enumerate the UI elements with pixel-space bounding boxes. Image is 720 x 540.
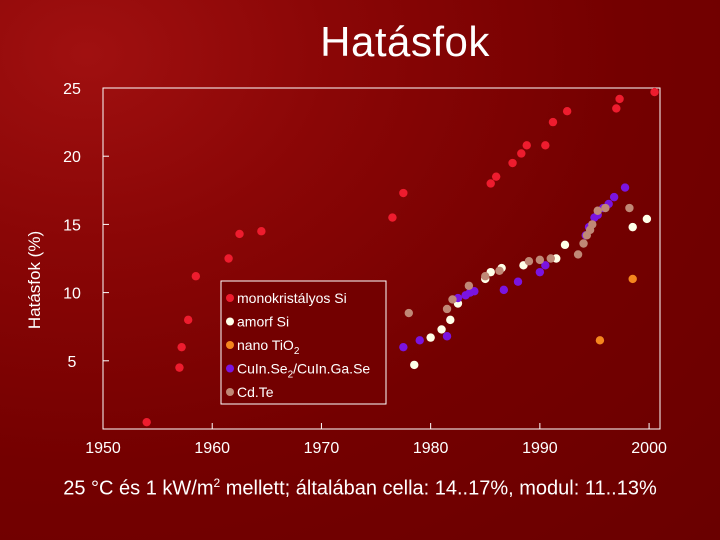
point-0-4 <box>191 272 201 281</box>
point-1-10 <box>560 240 570 250</box>
point-0-17 <box>562 106 572 116</box>
point-4-2 <box>448 295 457 304</box>
legend-label-3: CuIn.Se2/CuIn.Ga.Se <box>237 361 370 381</box>
y-axis-label: Hatásfok (%) <box>25 231 44 329</box>
point-0-11 <box>491 172 501 181</box>
point-3-17 <box>609 192 619 202</box>
series-4 <box>404 203 634 318</box>
point-4-6 <box>524 257 534 266</box>
point-4-15 <box>601 203 610 213</box>
point-1-11 <box>628 222 637 232</box>
point-0-18 <box>612 104 621 113</box>
legend-label-4: Cd.Te <box>237 384 274 400</box>
point-1-2 <box>437 325 446 334</box>
legend-marker-1 <box>226 317 234 326</box>
point-0-9 <box>399 188 408 198</box>
point-3-7 <box>499 285 509 295</box>
point-4-7 <box>535 255 545 265</box>
point-4-10 <box>579 239 588 248</box>
point-2-1 <box>628 274 637 284</box>
point-0-15 <box>541 141 550 150</box>
point-4-13 <box>588 220 597 229</box>
point-3-6 <box>470 287 479 296</box>
y-tick-label-25: 25 <box>63 81 81 98</box>
x-axis: 1950 1960 1970 1980 1990 2000 <box>85 423 667 457</box>
point-1-0 <box>410 360 419 370</box>
point-0-2 <box>177 342 186 352</box>
point-0-3 <box>183 315 193 325</box>
point-0-7 <box>257 227 266 236</box>
point-0-19 <box>615 94 624 104</box>
caption-superscript: 2 <box>213 476 221 490</box>
point-0-5 <box>224 254 233 263</box>
point-4-3 <box>464 281 474 290</box>
point-3-10 <box>541 261 550 270</box>
legend-box <box>220 280 387 405</box>
data-points <box>142 87 659 427</box>
legend-label-0: monokristályos Si <box>237 290 347 306</box>
point-0-10 <box>486 179 495 188</box>
point-3-18 <box>620 183 630 192</box>
point-3-9 <box>535 267 545 277</box>
point-0-14 <box>522 141 531 150</box>
series-0 <box>142 87 659 427</box>
point-0-0 <box>142 417 151 427</box>
point-1-12 <box>642 214 652 224</box>
point-0-6 <box>235 229 244 239</box>
legend-marker-2 <box>226 341 234 349</box>
point-4-1 <box>442 304 452 314</box>
point-0-8 <box>388 213 397 222</box>
point-2-0 <box>595 336 605 345</box>
point-4-0 <box>404 308 414 318</box>
legend-label-2: nano TiO2 <box>237 337 300 357</box>
x-tick-label-1970: 1970 <box>304 440 340 457</box>
series-2 <box>595 274 637 345</box>
point-4-14 <box>593 206 602 215</box>
y-tick-label-15: 15 <box>63 217 81 234</box>
point-4-4 <box>481 272 490 281</box>
point-0-12 <box>508 158 517 168</box>
point-1-1 <box>426 333 435 342</box>
point-0-1 <box>175 363 184 372</box>
legend-marker-4 <box>226 388 234 396</box>
legend-marker-0 <box>226 294 234 302</box>
legend-marker-3 <box>226 364 234 373</box>
y-axis: 5 10 15 20 25 <box>63 81 109 371</box>
page-title: Hatásfok <box>320 18 490 65</box>
point-4-8 <box>546 254 555 263</box>
y-tick-label-10: 10 <box>63 286 81 303</box>
point-4-5 <box>495 266 504 275</box>
point-4-9 <box>573 250 583 259</box>
point-1-3 <box>446 315 455 325</box>
x-tick-label-1960: 1960 <box>194 440 230 457</box>
point-0-13 <box>517 149 526 158</box>
plot-area <box>102 87 661 430</box>
point-0-16 <box>548 117 558 127</box>
x-tick-label-1990: 1990 <box>522 440 558 457</box>
y-tick-label-20: 20 <box>63 149 81 166</box>
series-1 <box>410 214 652 370</box>
legend-label-1: amorf Si <box>237 314 289 330</box>
x-tick-label-2000: 2000 <box>631 440 667 457</box>
y-tick-label-5: 5 <box>68 354 77 371</box>
x-tick-label-1950: 1950 <box>85 440 121 457</box>
point-3-2 <box>442 332 452 341</box>
point-3-1 <box>415 336 424 345</box>
point-3-8 <box>513 277 523 286</box>
caption-text-continued: mellett; általában cella: 14..17%, modul… <box>220 477 657 500</box>
legend: monokristályos Si amorf Si nano TiO2 CuIn.S… <box>220 280 387 405</box>
point-4-16 <box>625 203 634 213</box>
x-tick-label-1980: 1980 <box>413 440 449 457</box>
point-0-20 <box>650 87 659 97</box>
caption: 25 °C és 1 kW/m2 mellett; általában cell… <box>0 476 720 501</box>
point-3-0 <box>399 342 408 352</box>
caption-text: 25 °C és 1 kW/m <box>63 477 214 500</box>
